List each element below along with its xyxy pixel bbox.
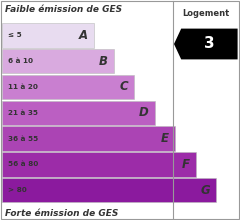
Text: 36 à 55: 36 à 55 <box>8 136 39 141</box>
Text: B: B <box>99 55 108 68</box>
Text: > 80: > 80 <box>8 187 27 193</box>
Text: 11 à 20: 11 à 20 <box>8 84 38 90</box>
Text: Logement: Logement <box>182 9 229 18</box>
Text: C: C <box>120 81 128 94</box>
Bar <box>2 152 196 177</box>
Bar <box>2 178 216 202</box>
Bar <box>2 126 175 151</box>
Bar <box>2 23 94 48</box>
Text: E: E <box>161 132 169 145</box>
Text: 56 à 80: 56 à 80 <box>8 161 39 167</box>
Bar <box>2 101 155 125</box>
Text: F: F <box>182 158 190 171</box>
Text: 3: 3 <box>204 37 215 51</box>
Text: Faible émission de GES: Faible émission de GES <box>5 5 122 14</box>
Text: D: D <box>139 106 149 119</box>
Text: 6 à 10: 6 à 10 <box>8 58 33 64</box>
Text: A: A <box>78 29 88 42</box>
Bar <box>2 75 134 99</box>
Bar <box>2 49 114 73</box>
Text: 21 à 35: 21 à 35 <box>8 110 38 116</box>
Text: Forte émission de GES: Forte émission de GES <box>5 209 118 218</box>
Polygon shape <box>174 29 238 59</box>
Text: G: G <box>200 184 210 197</box>
Text: ≤ 5: ≤ 5 <box>8 32 22 38</box>
